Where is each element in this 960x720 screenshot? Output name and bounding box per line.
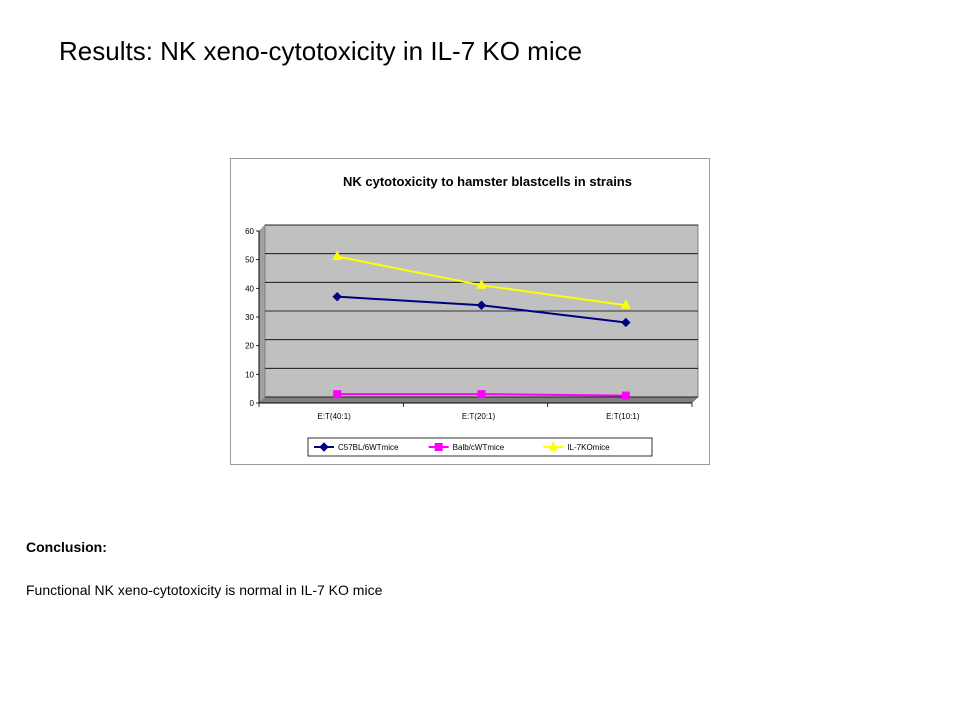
y-tick-label: 30 (245, 313, 254, 322)
data-point (621, 299, 631, 309)
x-tick-label: E:T(20:1) (462, 412, 496, 421)
data-point (476, 279, 487, 289)
y-tick-label: 0 (250, 399, 255, 408)
legend-label: IL-7KOmice (567, 443, 610, 452)
legend-marker (434, 443, 443, 451)
y-tick-label: 10 (245, 370, 254, 379)
data-point (332, 291, 342, 302)
y-tick-label: 60 (245, 227, 254, 236)
plot-wall (258, 224, 266, 404)
data-point (477, 390, 486, 399)
legend-marker (319, 442, 329, 452)
slide-title: Results: NK xeno-cytotoxicity in IL-7 KO… (59, 36, 583, 66)
chart-frame: NK cytotoxicity to hamster blastcells in… (230, 158, 710, 465)
x-tick-label: E:T(40:1) (317, 412, 351, 421)
y-tick-label: 20 (245, 342, 254, 351)
chart-title: NK cytotoxicity to hamster blastcells in… (343, 174, 632, 189)
legend-label: Balb/cWTmice (453, 443, 505, 452)
data-point (476, 300, 487, 310)
line-chart: NK cytotoxicity to hamster blastcells in… (245, 174, 699, 457)
y-tick-label: 50 (245, 256, 254, 265)
data-point (621, 391, 630, 400)
y-tick-label: 40 (245, 284, 254, 293)
data-point (621, 317, 631, 328)
data-point (332, 250, 342, 261)
legend-label: C57BL/6WTmice (338, 443, 399, 452)
conclusion-heading: Conclusion: (26, 539, 107, 555)
legend-marker (548, 440, 559, 451)
x-tick-label: E:T(10:1) (606, 412, 640, 421)
legend-box (307, 437, 653, 457)
conclusion-text: Functional NK xeno-cytotoxicity is norma… (26, 582, 383, 598)
data-point (333, 390, 342, 399)
